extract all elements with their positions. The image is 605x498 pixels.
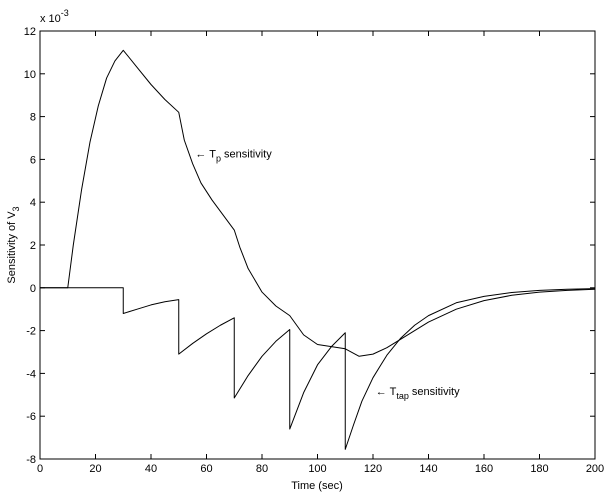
- annotation-symbol: T: [209, 148, 216, 160]
- y-exponent: x 10-3: [40, 8, 69, 25]
- series-layer: [40, 49, 596, 450]
- x-tick-label: 80: [256, 463, 268, 475]
- y-tick-label: 6: [30, 154, 36, 166]
- y-exponent-base: x 10: [40, 13, 61, 25]
- annotation-text: sensitivity: [409, 386, 460, 398]
- y-tick-label: 0: [30, 283, 36, 295]
- x-tick-label: 40: [145, 463, 157, 475]
- y-axis-label-main: Sensitivity of V: [6, 211, 18, 284]
- x-axis-label: Time (sec): [291, 480, 343, 492]
- annotation-text: sensitivity: [221, 148, 272, 160]
- y-tick-label: 2: [30, 240, 36, 252]
- y-axis-label-subscript: 3: [11, 206, 21, 211]
- y-tick-label: -4: [26, 368, 36, 380]
- x-tick-label: 120: [364, 463, 382, 475]
- annotation-ttap-sensitivity: ← Ttap sensitivity: [376, 386, 460, 401]
- x-tick-label: 60: [200, 463, 212, 475]
- x-axis-ticks: 0 20 40 60 80 100 120 140 160 180 200: [37, 31, 604, 475]
- series-line-ttap: [40, 287, 596, 450]
- x-tick-label: 20: [89, 463, 101, 475]
- y-exponent-power: -3: [61, 8, 69, 18]
- y-axis-ticks: -8 -6 -4 -2 0 2 4 6 8 10 12: [24, 26, 595, 466]
- y-tick-label: -2: [26, 326, 36, 338]
- y-tick-label: 8: [30, 112, 36, 124]
- x-tick-label: 0: [37, 463, 43, 475]
- x-tick-label: 180: [530, 463, 548, 475]
- annotation-symbol: T: [390, 386, 397, 398]
- x-tick-label: 100: [308, 463, 326, 475]
- annotation-arrow: ←: [376, 386, 390, 398]
- y-tick-label: 10: [24, 69, 36, 81]
- y-tick-label: -8: [26, 454, 36, 466]
- x-tick-label: 140: [419, 463, 437, 475]
- annotation-subscript: p: [216, 153, 221, 163]
- y-tick-label: 12: [24, 26, 36, 38]
- y-axis-label: Sensitivity of V3: [6, 206, 21, 283]
- y-tick-label: 4: [30, 197, 36, 209]
- series-line-tp: [40, 49, 596, 357]
- plot-frame: [39, 30, 596, 460]
- y-tick-label: -6: [26, 411, 36, 423]
- annotation-subscript: tap: [396, 391, 409, 401]
- x-tick-label: 160: [475, 463, 493, 475]
- annotations: ← Tp sensitivity← Ttap sensitivity: [195, 148, 460, 401]
- x-tick-label: 200: [586, 463, 604, 475]
- annotation-arrow: ←: [195, 148, 209, 160]
- annotation-tp-sensitivity: ← Tp sensitivity: [195, 148, 272, 163]
